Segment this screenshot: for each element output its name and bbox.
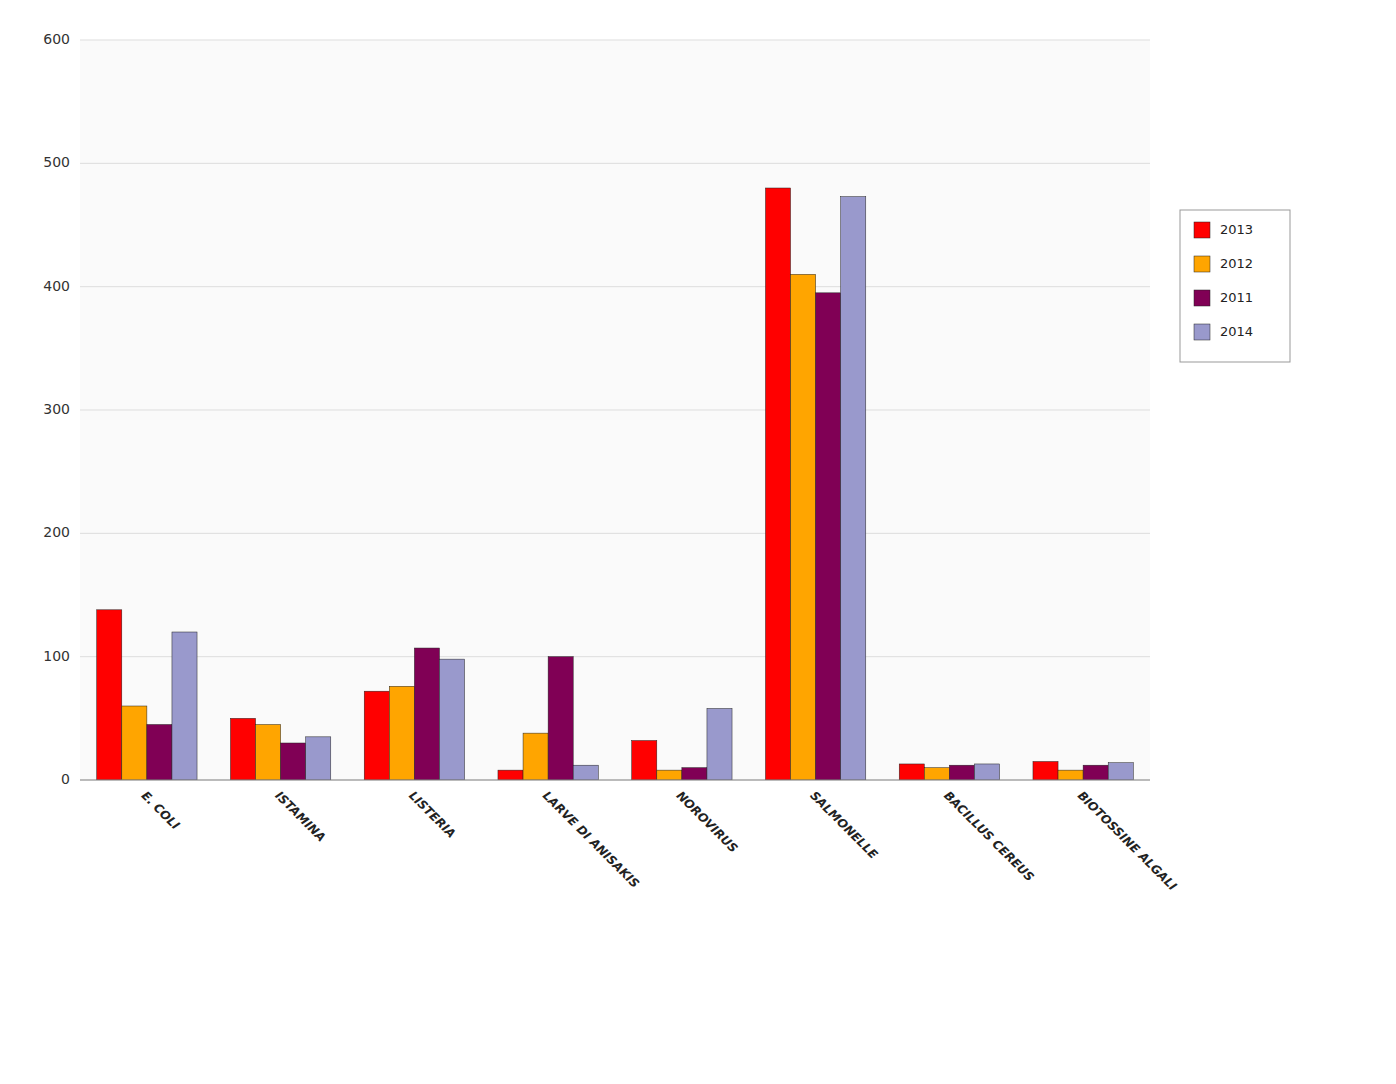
- x-tick-label: LARVE DI ANISAKIS: [540, 788, 642, 890]
- bars: [97, 188, 1134, 780]
- bar: [765, 188, 790, 780]
- x-tick-label: BIOTOSSINE ALGALI: [1075, 788, 1180, 893]
- x-axis: E. COLI ISTAMINA LISTERIA LARVE DI ANISAKIS…: [139, 788, 1180, 893]
- bar: [523, 733, 548, 780]
- bar: [439, 659, 464, 780]
- grid-line: [80, 780, 1150, 781]
- bar: [949, 765, 974, 780]
- y-tick-label: 200: [43, 524, 70, 540]
- x-tick-label: LISTERIA: [406, 788, 458, 840]
- grid-line: [80, 163, 1150, 164]
- legend-swatch: [1194, 290, 1210, 306]
- bar: [1058, 770, 1083, 780]
- grid-line: [80, 410, 1150, 411]
- bar: [97, 610, 122, 780]
- x-axis-line: [80, 780, 1150, 781]
- bar: [122, 706, 147, 780]
- x-tick-label: NOROVIRUS: [674, 788, 741, 855]
- bar: [172, 632, 197, 780]
- bar: [1108, 763, 1133, 780]
- bar: [281, 743, 306, 780]
- x-tick-label: ISTAMINA: [272, 788, 328, 844]
- x-tick-label: BACILLUS CEREUS: [941, 788, 1037, 884]
- grid-line: [80, 533, 1150, 534]
- bar: [414, 648, 439, 780]
- bar: [924, 768, 949, 780]
- chart-container: 0 100 200 300 400 500 600 E. COLI ISTAMINA LISTER…: [0, 0, 1396, 1084]
- legend-label: 2012: [1220, 256, 1253, 271]
- bar: [256, 725, 281, 781]
- legend-label: 2011: [1220, 290, 1253, 305]
- y-tick-label: 500: [43, 154, 70, 170]
- legend-swatch: [1194, 256, 1210, 272]
- bar: [364, 691, 389, 780]
- bar: [147, 725, 172, 781]
- grid-line: [80, 286, 1150, 287]
- legend-frame: [1180, 210, 1290, 362]
- y-tick-label: 0: [61, 771, 70, 787]
- legend-swatch: [1194, 222, 1210, 238]
- bar: [548, 657, 573, 780]
- bar: [1033, 762, 1058, 781]
- legend-label: 2013: [1220, 222, 1253, 237]
- chart-svg: 0 100 200 300 400 500 600 E. COLI ISTAMINA LISTER…: [0, 0, 1396, 1084]
- grid-line: [80, 40, 1150, 41]
- grid-line: [80, 656, 1150, 657]
- legend-swatch: [1194, 324, 1210, 340]
- bar: [682, 768, 707, 780]
- bar: [707, 708, 732, 780]
- y-tick-label: 100: [43, 648, 70, 664]
- bar: [306, 737, 331, 780]
- y-tick-label: 400: [43, 278, 70, 294]
- plot-background: [80, 40, 1150, 780]
- y-tick-label: 600: [43, 31, 70, 47]
- bar: [791, 274, 816, 780]
- x-tick-label: SALMONELLE: [807, 788, 881, 862]
- bar: [816, 293, 841, 780]
- bar: [841, 197, 866, 780]
- bar: [389, 686, 414, 780]
- bar: [573, 765, 598, 780]
- bar: [498, 770, 523, 780]
- y-axis: 0 100 200 300 400 500 600: [43, 31, 1150, 787]
- bar: [230, 718, 255, 780]
- bar: [657, 770, 682, 780]
- bar: [632, 741, 657, 780]
- legend: 2013 2012 2011 2014: [1180, 210, 1290, 362]
- bar: [899, 764, 924, 780]
- bar: [1083, 765, 1108, 780]
- bar: [974, 764, 999, 780]
- legend-label: 2014: [1220, 324, 1253, 339]
- y-tick-label: 300: [43, 401, 70, 417]
- x-tick-label: E. COLI: [139, 788, 183, 832]
